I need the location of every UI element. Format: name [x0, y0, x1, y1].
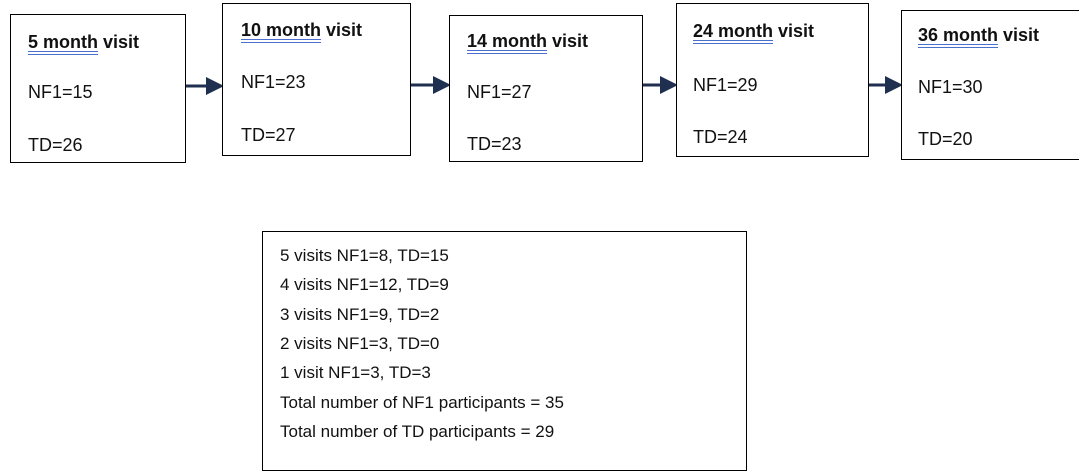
title-rest: visit	[552, 31, 589, 51]
summary-line: 2 visits NF1=3, TD=0	[280, 333, 440, 353]
summary-line: 5 visits NF1=8, TD=15	[280, 246, 449, 265]
summary-box	[262, 231, 747, 471]
title-underlined: 10 month	[241, 20, 322, 40]
title-rest: visit	[103, 32, 140, 52]
title-underlined: 14 month	[467, 31, 548, 51]
visit-title: 24 month visit	[693, 22, 814, 40]
summary-line: Total number of TD participants = 29	[280, 421, 555, 441]
visit-title: 10 month visit	[241, 21, 362, 39]
td-count: TD=23	[467, 134, 522, 154]
visit-box	[10, 14, 186, 163]
summary-line: 1 visit NF1=3, TD=3	[280, 363, 431, 383]
title-underlined: 36 month	[918, 25, 999, 45]
nf1-count: NF1=23	[241, 72, 306, 92]
visit-title: 36 month visit	[918, 26, 1039, 44]
arrows	[186, 76, 903, 95]
visit-title: 5 month visit	[28, 33, 139, 51]
td-count: TD=24	[693, 127, 748, 147]
td-count: TD=20	[918, 129, 973, 149]
title-rest: visit	[1003, 25, 1040, 45]
td-count: TD=27	[241, 125, 296, 145]
visit-box	[901, 10, 1079, 160]
title-underlined: 5 month	[28, 32, 98, 52]
summary-line: 4 visits NF1=12, TD=9	[280, 275, 449, 295]
visit-box	[676, 3, 869, 157]
title-underlined: 24 month	[693, 21, 774, 41]
nf1-count: NF1=30	[918, 77, 983, 97]
nf1-count: NF1=15	[28, 82, 93, 102]
title-rest: visit	[326, 20, 363, 40]
visit-title: 14 month visit	[467, 32, 588, 50]
nf1-count: NF1=29	[693, 75, 758, 95]
visit-box	[222, 3, 411, 156]
td-count: TD=26	[28, 135, 83, 155]
nf1-count: NF1=27	[467, 82, 532, 102]
title-rest: visit	[778, 21, 815, 41]
visit-box	[449, 15, 643, 162]
summary-line: 3 visits NF1=9, TD=2	[280, 304, 440, 324]
summary-line: Total number of NF1 participants = 35	[280, 392, 564, 412]
